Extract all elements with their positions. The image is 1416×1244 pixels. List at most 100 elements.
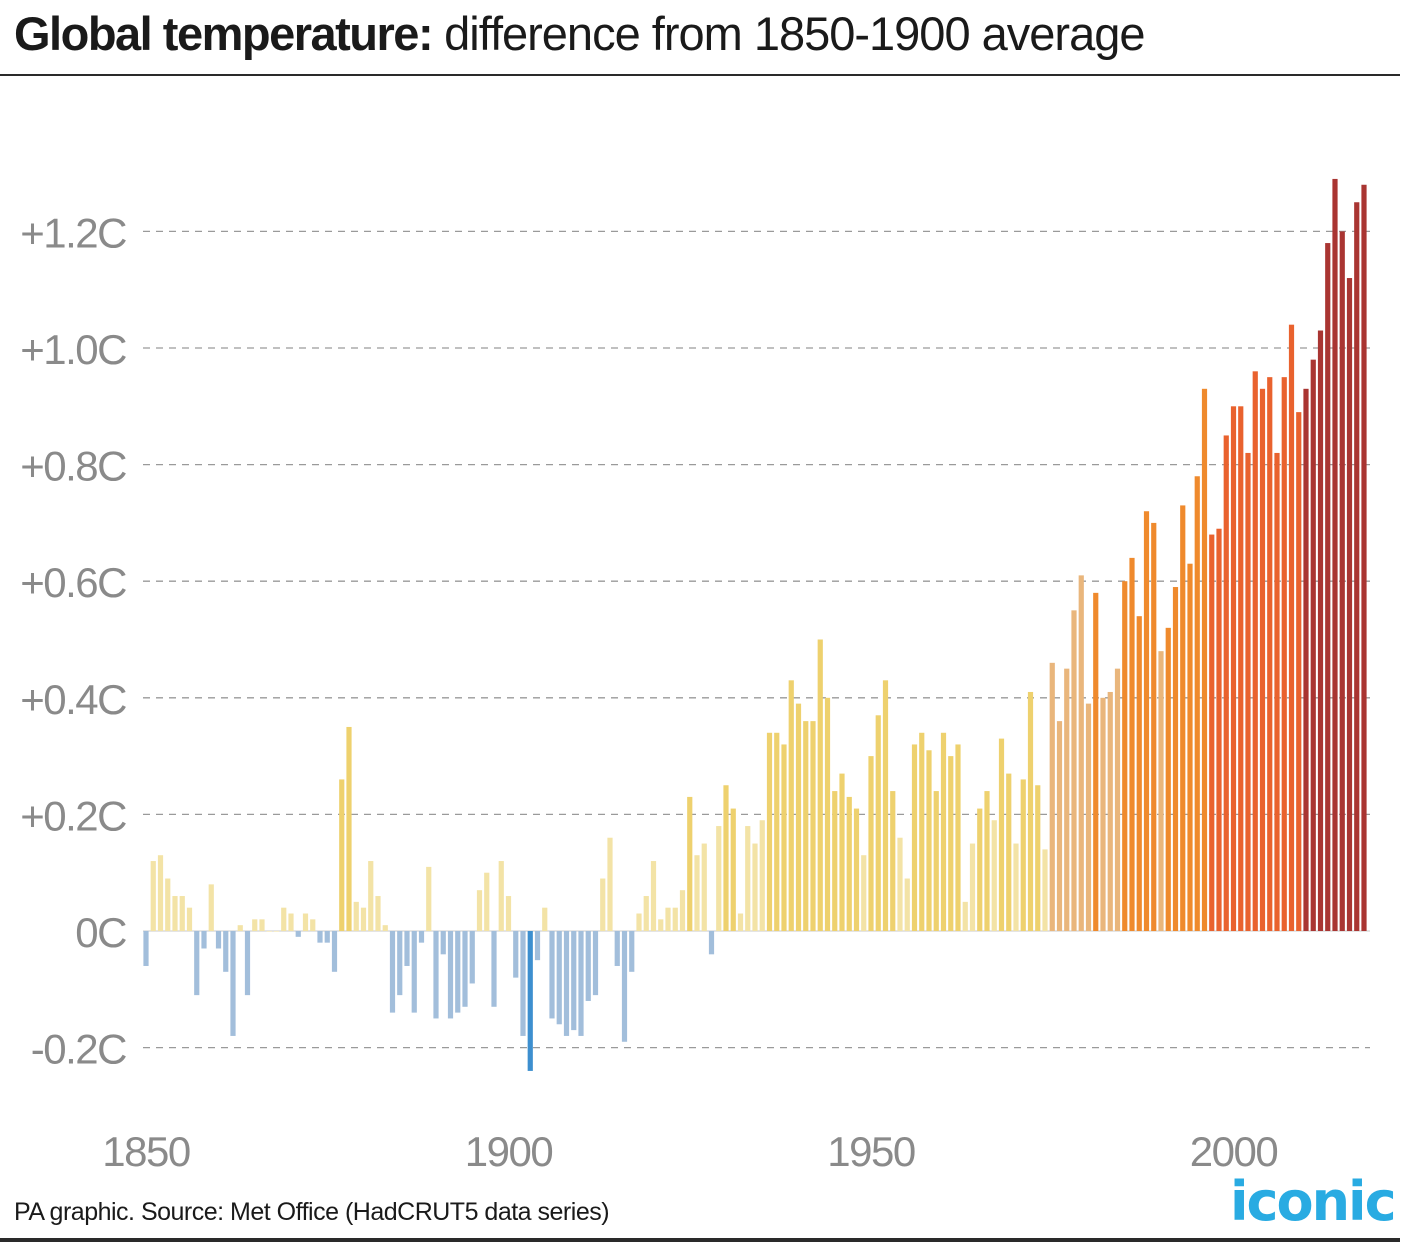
x-tick-label: 1850 — [102, 1128, 190, 1175]
x-axis-ticks: 1850 1900 1950 2000 — [102, 1128, 1279, 1175]
bar-2005 — [1267, 377, 1273, 931]
bar-1877 — [339, 779, 345, 931]
x-tick-label: 2000 — [1190, 1128, 1278, 1175]
bar-1872 — [302, 913, 309, 931]
bar-1997 — [1209, 534, 1215, 931]
bar-1961 — [948, 756, 954, 931]
bar-1894 — [462, 931, 468, 1007]
bar-1901 — [513, 931, 519, 978]
bar-2017 — [1354, 202, 1360, 931]
bar-1972 — [1027, 691, 1034, 931]
bar-1968 — [998, 738, 1005, 931]
bar-1991 — [1165, 627, 1171, 931]
bar-1898 — [491, 931, 497, 1007]
bar-1870 — [288, 913, 294, 931]
bar-1987 — [1136, 616, 1142, 931]
bar-1857 — [194, 931, 200, 996]
bar-2018 — [1361, 184, 1367, 931]
bar-1910 — [578, 931, 584, 1036]
bar-1852 — [157, 855, 164, 931]
bar-1909 — [571, 931, 577, 1031]
bar-1895 — [469, 931, 475, 984]
bar-1967 — [991, 820, 997, 931]
bar-1918 — [636, 913, 642, 931]
bar-1881 — [368, 861, 374, 931]
bar-1903 — [527, 931, 533, 1071]
bar-1953 — [890, 791, 896, 931]
bar-1995 — [1194, 476, 1200, 931]
bar-1939 — [788, 680, 794, 931]
bar-1879 — [353, 901, 359, 931]
y-tick-label: +0.6C — [20, 559, 126, 606]
bar-1854 — [172, 896, 178, 931]
bar-1937 — [774, 732, 780, 931]
bar-2008 — [1288, 324, 1295, 931]
bottom-rule — [0, 1238, 1400, 1242]
bar-1958 — [926, 750, 932, 931]
bar-1911 — [585, 931, 591, 1001]
bar-1946 — [839, 773, 845, 931]
bar-2002 — [1245, 452, 1251, 931]
bar-1908 — [563, 931, 570, 1036]
bar-1988 — [1143, 511, 1150, 931]
bar-1888 — [418, 931, 425, 943]
bar-1976 — [1056, 721, 1063, 931]
bar-1935 — [759, 820, 765, 931]
bar-2006 — [1274, 452, 1280, 931]
bar-1978 — [1071, 610, 1077, 931]
bar-1883 — [382, 925, 388, 931]
bar-1947 — [846, 796, 852, 931]
y-tick-label: -0.2C — [31, 1026, 126, 1073]
source-note: PA graphic. Source: Met Office (HadCRUT5… — [14, 1198, 610, 1226]
bar-1956 — [911, 744, 918, 931]
bar-1876 — [331, 931, 338, 972]
bar-1957 — [919, 732, 925, 931]
bar-1994 — [1187, 563, 1193, 931]
bar-2004 — [1259, 388, 1266, 931]
bar-1923 — [672, 907, 678, 931]
bar-2015 — [1339, 231, 1345, 931]
x-tick-label: 1950 — [827, 1128, 915, 1175]
bar-1936 — [766, 732, 773, 931]
bar-1982 — [1100, 697, 1106, 931]
bar-2001 — [1238, 406, 1244, 931]
bar-1951 — [875, 715, 881, 931]
bar-1948 — [853, 808, 860, 931]
y-tick-label: +0.8C — [20, 443, 126, 490]
bar-1999 — [1223, 435, 1229, 931]
bar-1880 — [360, 907, 367, 931]
bar-1892 — [447, 931, 454, 1019]
bar-1964 — [969, 843, 976, 931]
bar-1985 — [1122, 581, 1128, 931]
bar-1863 — [237, 925, 243, 931]
bar-1868 — [273, 931, 280, 932]
bar-1890 — [433, 931, 439, 1019]
bar-1998 — [1216, 528, 1222, 931]
bar-1871 — [295, 931, 301, 937]
bar-1928 — [708, 931, 715, 955]
bar-1941 — [803, 721, 809, 931]
bar-1949 — [861, 855, 867, 931]
bar-1966 — [984, 791, 990, 931]
bar-1853 — [165, 878, 171, 931]
bar-1897 — [484, 872, 490, 931]
bar-1970 — [1013, 843, 1019, 931]
bar-1945 — [832, 791, 838, 931]
bar-2007 — [1281, 377, 1287, 931]
bar-1875 — [324, 931, 330, 943]
bar-1905 — [542, 907, 548, 931]
bar-1915 — [614, 931, 620, 966]
bar-1850 — [143, 931, 149, 966]
bar-1930 — [723, 785, 729, 931]
temperature-bar-chart: -0.2C 0C +0.2C +0.4C +0.6C +0.8C +1.0C +1.2C 18… — [20, 178, 1370, 1175]
bar-1927 — [701, 843, 707, 931]
bar-1862 — [230, 931, 236, 1036]
bar-1899 — [498, 861, 504, 931]
bar-1977 — [1064, 668, 1070, 931]
bar-1974 — [1042, 849, 1048, 931]
bar-1971 — [1020, 779, 1026, 931]
bar-1955 — [904, 878, 910, 931]
bar-1869 — [281, 907, 287, 931]
bar-1922 — [665, 907, 671, 931]
bar-1865 — [252, 919, 258, 931]
